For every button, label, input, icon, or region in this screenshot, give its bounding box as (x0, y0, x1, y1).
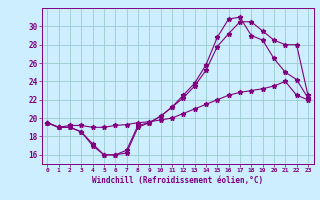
X-axis label: Windchill (Refroidissement éolien,°C): Windchill (Refroidissement éolien,°C) (92, 176, 263, 185)
